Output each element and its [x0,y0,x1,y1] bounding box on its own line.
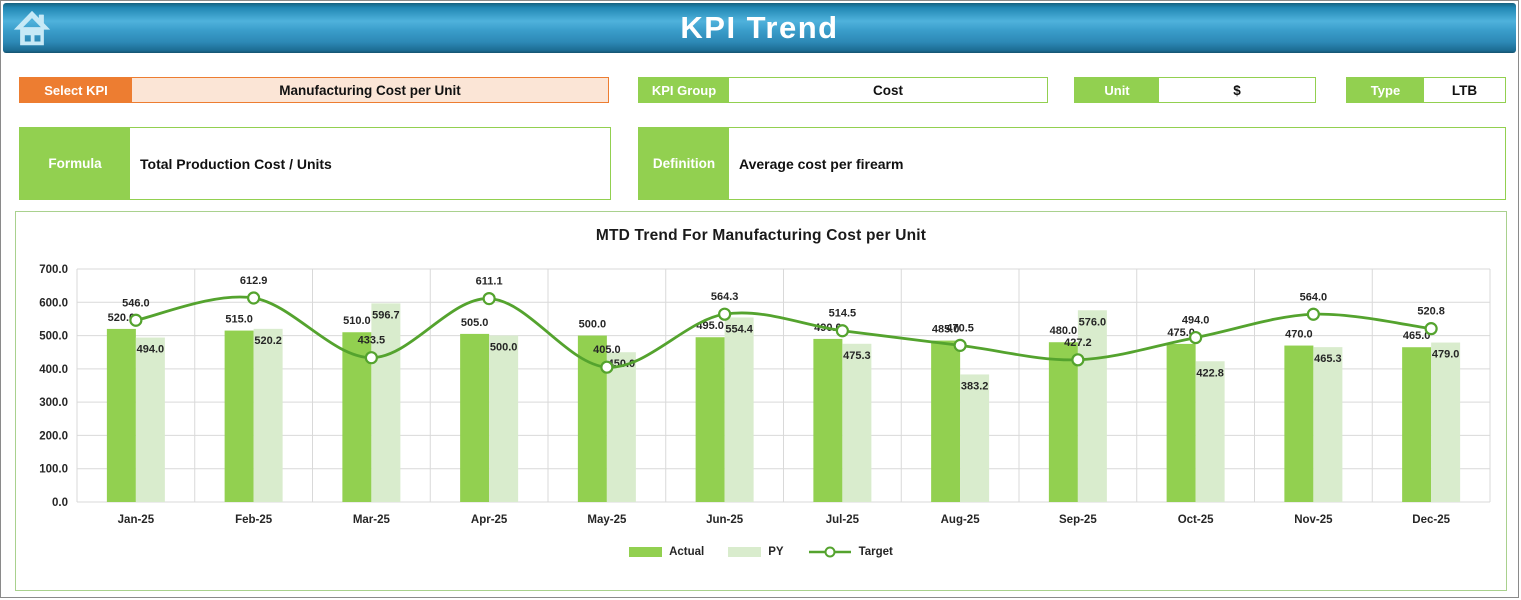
svg-text:515.0: 515.0 [225,314,253,326]
svg-text:700.0: 700.0 [39,264,68,276]
kpi-group-value: Cost [729,78,1047,102]
svg-text:May-25: May-25 [587,514,627,526]
svg-text:520.0: 520.0 [108,312,136,324]
svg-text:100.0: 100.0 [39,464,68,476]
svg-text:Oct-25: Oct-25 [1178,514,1214,526]
svg-text:422.8: 422.8 [1196,367,1224,379]
svg-text:611.1: 611.1 [476,276,503,288]
svg-text:500.0: 500.0 [579,319,607,331]
svg-text:465.3: 465.3 [1314,353,1342,365]
legend-label: PY [768,546,784,558]
legend-item-actual: Actual [629,546,704,558]
unit-label: Unit [1075,78,1159,102]
svg-text:554.4: 554.4 [725,323,753,335]
chart-legend: Actual PY Target [16,546,1506,558]
svg-text:Jan-25: Jan-25 [118,514,155,526]
legend-line-marker-icon [808,546,851,558]
svg-text:433.5: 433.5 [358,335,386,347]
svg-text:494.0: 494.0 [1182,315,1210,327]
definition-value: Average cost per firearm [729,128,1505,199]
svg-text:495.0: 495.0 [696,320,724,332]
type-value: LTB [1424,78,1505,102]
svg-text:475.3: 475.3 [843,350,871,362]
svg-text:500.0: 500.0 [39,331,68,343]
target-markers [129,291,1438,374]
select-kpi-label: Select KPI [20,78,132,102]
svg-text:475.0: 475.0 [1167,327,1195,339]
legend-item-target: Target [808,546,893,558]
select-kpi-value[interactable]: Manufacturing Cost per Unit [132,78,608,102]
svg-text:576.0: 576.0 [1079,316,1107,328]
svg-text:479.0: 479.0 [1432,349,1460,361]
kpi-group-field: KPI Group Cost [638,77,1048,103]
legend-label: Actual [669,546,705,558]
svg-text:612.9: 612.9 [240,275,268,287]
svg-text:596.7: 596.7 [372,309,400,321]
svg-text:600.0: 600.0 [39,297,68,309]
svg-text:520.8: 520.8 [1417,306,1445,318]
home-button[interactable] [11,8,53,50]
formula-label: Formula [20,128,130,199]
formula-value: Total Production Cost / Units [130,128,610,199]
svg-text:Aug-25: Aug-25 [941,514,981,526]
svg-text:494.0: 494.0 [137,344,165,356]
legend-swatch-icon [728,547,762,557]
py-data-labels: 494.0520.2596.7500.0450.0554.4475.3383.2… [137,309,1460,392]
trend-chart-card: MTD Trend For Manufacturing Cost per Uni… [15,211,1507,591]
svg-text:0.0: 0.0 [52,497,68,509]
svg-text:514.5: 514.5 [829,308,857,320]
home-icon [13,10,51,46]
svg-text:480.0: 480.0 [1050,325,1078,337]
svg-text:300.0: 300.0 [39,397,68,409]
svg-text:546.0: 546.0 [122,297,150,309]
legend-item-py: PY [728,546,784,558]
header-bar: KPI Trend [3,3,1516,53]
svg-text:470.0: 470.0 [1285,329,1313,341]
svg-text:564.0: 564.0 [1300,291,1328,303]
svg-text:520.2: 520.2 [254,335,282,347]
svg-text:405.0: 405.0 [593,344,621,356]
svg-text:Nov-25: Nov-25 [1294,514,1333,526]
svg-text:Jul-25: Jul-25 [826,514,860,526]
svg-text:505.0: 505.0 [461,317,489,329]
svg-text:564.3: 564.3 [711,291,739,303]
definition-label: Definition [639,128,729,199]
svg-text:485.0: 485.0 [932,324,960,336]
svg-text:200.0: 200.0 [39,430,68,442]
py-bars [135,303,1461,502]
svg-text:400.0: 400.0 [39,364,68,376]
y-axis-ticks: 0.0 100.0 200.0 300.0 400.0 500.0 600.0 700.0 [39,264,68,509]
svg-text:383.2: 383.2 [961,380,989,392]
svg-text:Apr-25: Apr-25 [471,514,508,526]
svg-text:470.5: 470.5 [946,322,974,334]
svg-text:465.0: 465.0 [1403,330,1431,342]
unit-field: Unit $ [1074,77,1316,103]
target-data-labels: 546.0 612.9 433.5 611.1 405.0 564.3 514.5 470.5… [122,275,1445,356]
gridlines [76,268,1491,503]
type-label: Type [1347,78,1424,102]
svg-text:427.2: 427.2 [1064,337,1092,349]
svg-text:Mar-25: Mar-25 [353,514,391,526]
legend-label: Target [858,546,893,558]
svg-text:Jun-25: Jun-25 [706,514,744,526]
actual-data-labels: 520.0 515.0 510.0 505.0 500.0 495.0 490.0 485.0… [108,312,1431,342]
svg-text:Sep-25: Sep-25 [1059,514,1097,526]
definition-field: Definition Average cost per firearm [638,127,1506,200]
select-kpi-field: Select KPI Manufacturing Cost per Unit [19,77,609,103]
actual-bars [106,328,1432,502]
svg-text:500.0: 500.0 [490,342,518,354]
kpi-group-label: KPI Group [639,78,729,102]
x-axis-labels: Jan-25 Feb-25 Mar-25 Apr-25 May-25 Jun-25 Jul-… [118,514,1451,526]
page-title: KPI Trend [680,10,839,45]
svg-text:Dec-25: Dec-25 [1412,514,1450,526]
mtd-trend-chart: 0.0 100.0 200.0 300.0 400.0 500.0 600.0 700.0 52… [39,264,1491,526]
legend-swatch-icon [629,547,663,557]
unit-value: $ [1159,78,1315,102]
formula-field: Formula Total Production Cost / Units [19,127,611,200]
chart-title: MTD Trend For Manufacturing Cost per Uni… [595,227,927,244]
svg-text:Feb-25: Feb-25 [235,514,273,526]
type-field: Type LTB [1346,77,1506,103]
svg-text:510.0: 510.0 [343,315,371,327]
